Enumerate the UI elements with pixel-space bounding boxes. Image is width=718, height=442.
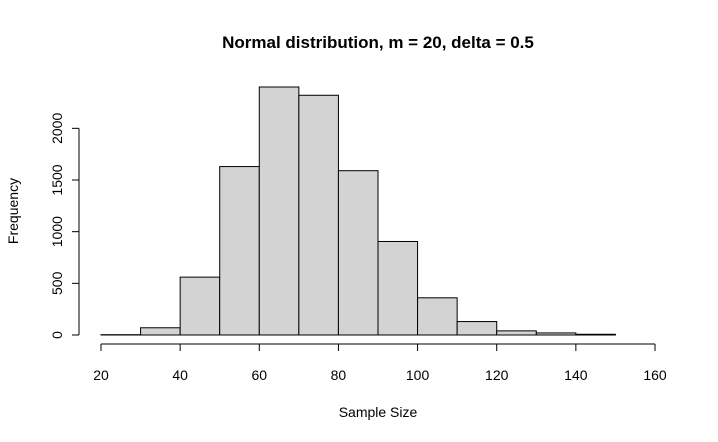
y-tick-label: 500 bbox=[49, 271, 65, 295]
x-tick-label: 60 bbox=[251, 367, 267, 383]
histogram-bar bbox=[535, 332, 577, 336]
x-tick-label: 80 bbox=[331, 367, 347, 383]
histogram-bar bbox=[219, 166, 260, 336]
histogram-bar bbox=[575, 333, 616, 336]
x-tick-label: 100 bbox=[406, 367, 430, 383]
x-tick-label: 120 bbox=[485, 367, 509, 383]
bars-group bbox=[100, 86, 616, 336]
histogram-bar bbox=[258, 86, 300, 336]
chart-title: Normal distribution, m = 20, delta = 0.5 bbox=[222, 33, 534, 52]
histogram-bar bbox=[496, 330, 537, 336]
y-tick-label: 1000 bbox=[49, 216, 65, 247]
histogram-bar bbox=[337, 170, 379, 336]
histogram-bar bbox=[140, 327, 181, 336]
histogram-bar bbox=[298, 94, 339, 336]
x-tick-label: 140 bbox=[564, 367, 588, 383]
x-axis-label: Sample Size bbox=[339, 404, 418, 420]
y-tick-label: 0 bbox=[49, 331, 65, 339]
x-axis: 20 40 60 80 100 120 140 160 bbox=[93, 343, 667, 383]
y-axis-label: Frequency bbox=[5, 178, 21, 244]
y-tick-label: 2000 bbox=[49, 113, 65, 144]
histogram-bar bbox=[377, 240, 419, 336]
x-tick-label: 160 bbox=[643, 367, 667, 383]
histogram-bar bbox=[417, 297, 458, 336]
y-tick-label: 1500 bbox=[49, 164, 65, 195]
histogram-bar bbox=[456, 321, 498, 336]
x-tick-label: 20 bbox=[93, 367, 109, 383]
x-tick-label: 40 bbox=[172, 367, 188, 383]
y-axis: 0 500 1000 1500 2000 bbox=[49, 113, 80, 339]
histogram-bar bbox=[179, 276, 221, 336]
